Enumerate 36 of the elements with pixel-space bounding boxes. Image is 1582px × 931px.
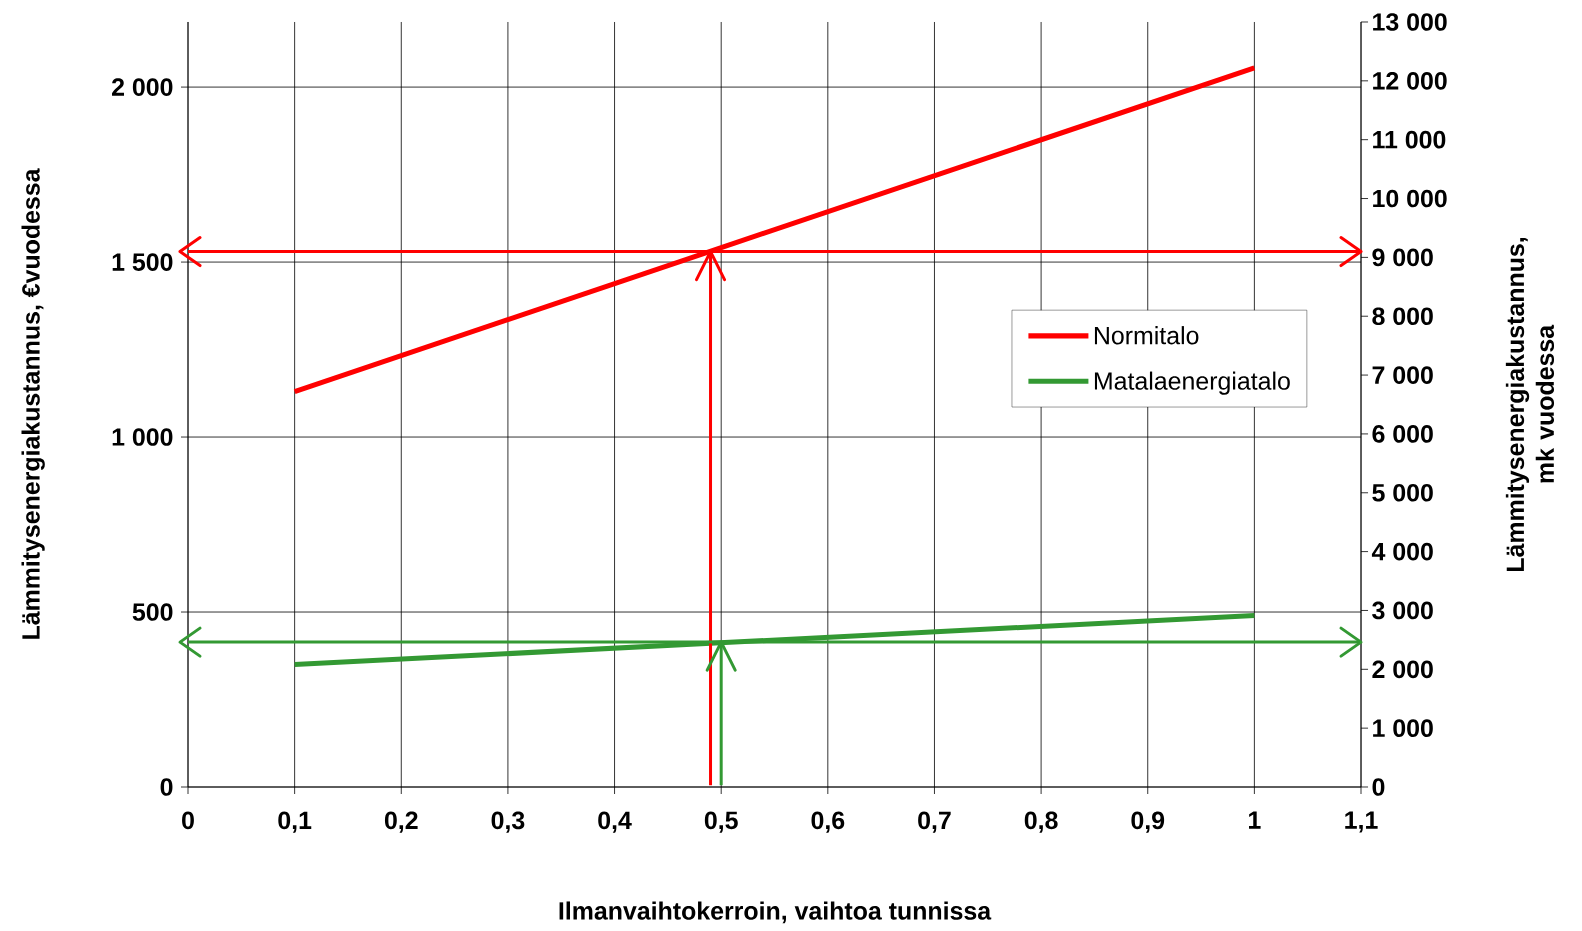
x-tick-label: 0,9 [1131, 811, 1165, 833]
y2-tick-label: 5 000 [1372, 483, 1433, 502]
y2-tick-label: 8 000 [1372, 307, 1433, 326]
x-tick-label: 0,7 [918, 811, 951, 833]
y-tick-label: 0 [160, 778, 173, 796]
y-axis-title: Lämmitysenergiakustannus, €vuodessa [21, 168, 45, 639]
x-tick-label: 0,8 [1024, 811, 1058, 833]
x-tick-label: 0,1 [278, 811, 312, 833]
y2-tick-label: 1 000 [1373, 719, 1433, 737]
y-tick-label: 1 500 [112, 253, 173, 271]
y2-tick-label: 13 000 [1373, 13, 1447, 31]
x-tick-label: 1,1 [1345, 811, 1378, 833]
y2-tick-label: 11 000 [1373, 130, 1446, 149]
y2-tick-label: 9 000 [1372, 248, 1433, 267]
y2-tick-label: 2 000 [1372, 660, 1433, 679]
x-tick-label: 1 [1249, 811, 1261, 829]
x-tick-label: 0,2 [384, 811, 418, 833]
x-axis-title: Ilmanvaihtokerroin, vaihtoa tunnissa [559, 901, 992, 924]
x-tick-label: 0,6 [811, 811, 845, 833]
y2-axis-title: Lämmitysenergiakustannus, mk vuodessa [1505, 238, 1555, 571]
x-tick-label: 0 [182, 811, 194, 830]
x-tick-label: 0,5 [704, 811, 738, 833]
y2-tick-label: 10 000 [1373, 189, 1447, 208]
y2-tick-label: 7 000 [1372, 366, 1433, 384]
y2-tick-label: 3 000 [1372, 601, 1433, 620]
x-tick-label: 0,4 [598, 811, 632, 833]
y-tick-label: 500 [132, 603, 173, 621]
legend-label: Matalaenergiatalo [1094, 371, 1290, 395]
x-tick-label: 0,3 [491, 811, 525, 833]
y2-tick-label: 12 000 [1373, 72, 1447, 90]
legend-label: Normitalo [1094, 326, 1199, 345]
y2-tick-label: 4 000 [1371, 542, 1433, 561]
y-tick-label: 1 000 [112, 428, 173, 446]
y2-tick-label: 6 000 [1372, 425, 1433, 443]
y-tick-label: 2 000 [112, 78, 173, 96]
y2-tick-label: 0 [1372, 778, 1385, 796]
